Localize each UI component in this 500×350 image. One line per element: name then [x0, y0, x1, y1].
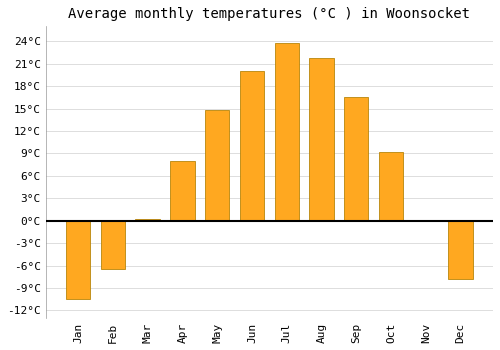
Bar: [448, 221, 472, 279]
Bar: [205, 110, 230, 221]
Bar: [100, 221, 125, 270]
Bar: [170, 161, 194, 221]
Bar: [274, 43, 299, 221]
Bar: [66, 221, 90, 299]
Bar: [344, 97, 368, 221]
Bar: [240, 71, 264, 221]
Bar: [379, 152, 403, 221]
Bar: [414, 220, 438, 221]
Bar: [136, 219, 160, 221]
Title: Average monthly temperatures (°C ) in Woonsocket: Average monthly temperatures (°C ) in Wo…: [68, 7, 470, 21]
Bar: [310, 58, 334, 221]
